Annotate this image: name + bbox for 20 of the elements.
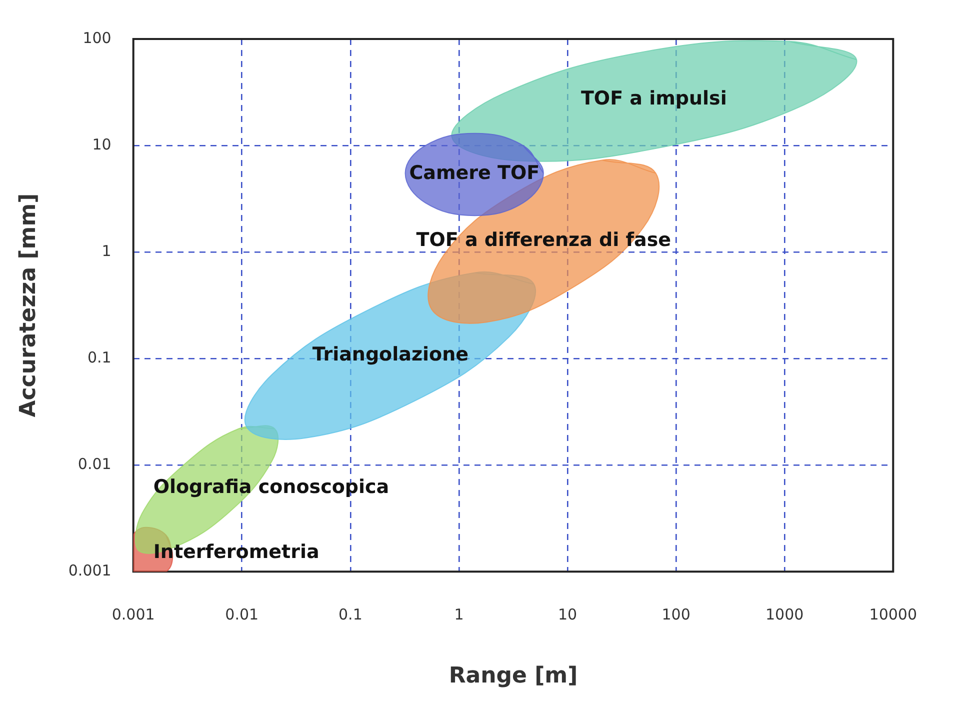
x-tick-label: 1000 [766, 605, 804, 624]
x-tick-label: 0.1 [338, 605, 362, 624]
y-tick-label: 0.1 [87, 348, 112, 366]
series-label: Triangolazione [312, 343, 468, 366]
y-tick-label: 100 [82, 28, 112, 47]
x-axis-title: Range [m] [448, 664, 578, 689]
y-tick-label: 0.001 [68, 561, 112, 580]
y-tick-label: 10 [92, 135, 112, 154]
series-label: TOF a impulsi [580, 87, 727, 110]
series-label: Camere TOF [409, 162, 540, 184]
x-tick-label: 1 [454, 605, 464, 624]
x-tick-label: 10 [558, 605, 578, 624]
y-axis-title: Accuratezza [mm] [16, 193, 41, 418]
series-label: Olografia conoscopica [153, 476, 390, 498]
x-tick-label: 100 [662, 605, 690, 624]
y-tick-label: 1 [102, 242, 112, 260]
x-tick-label: 10000 [869, 605, 917, 624]
y-tick-label: 0.01 [78, 454, 112, 473]
x-tick-label: 0.01 [225, 605, 259, 624]
x-tick-label: 0.001 [112, 605, 155, 624]
